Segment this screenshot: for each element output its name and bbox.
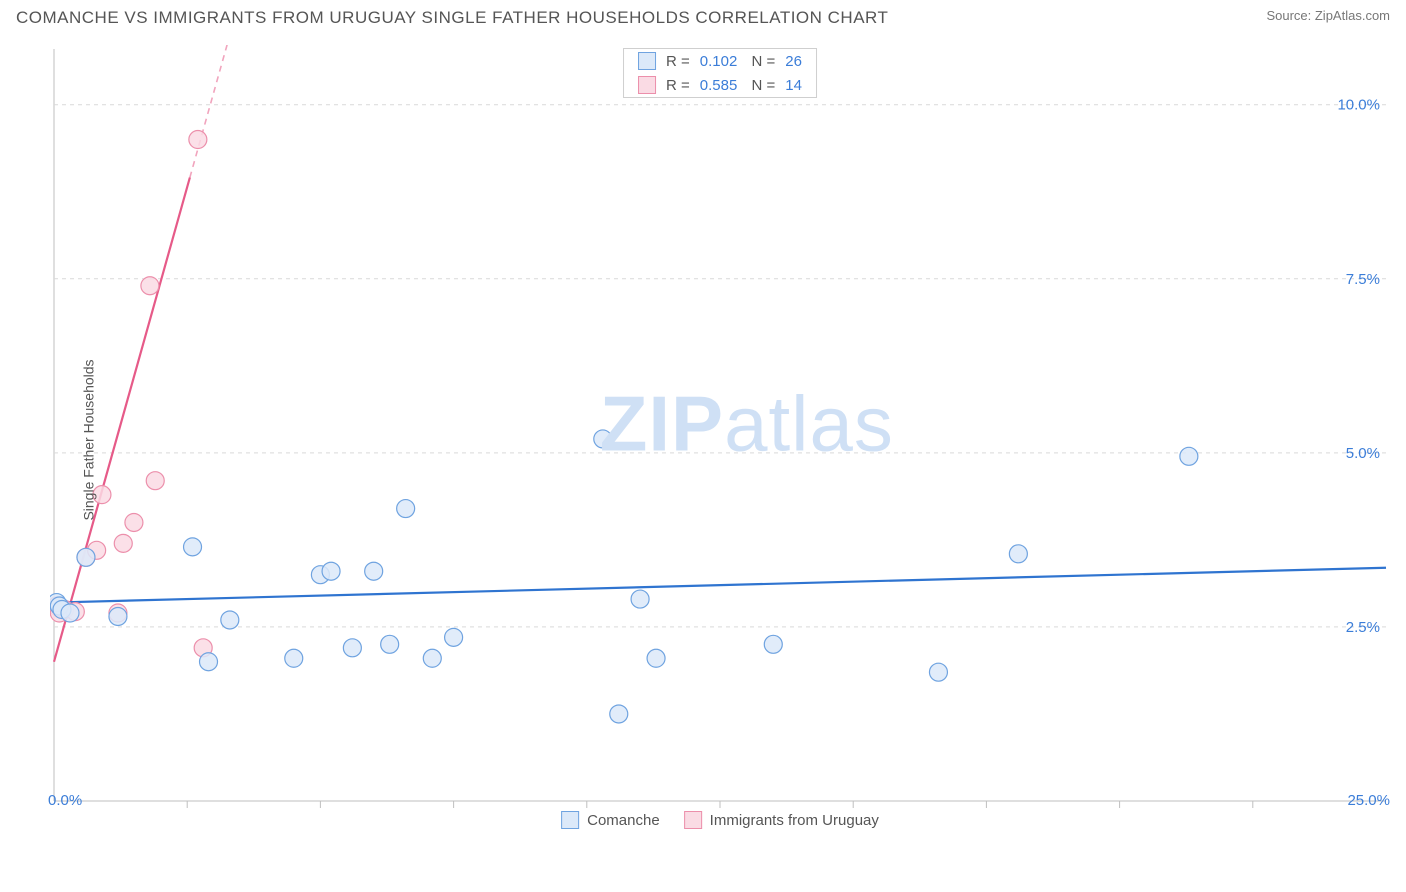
- svg-text:10.0%: 10.0%: [1337, 97, 1380, 114]
- legend-label-comanche: Comanche: [587, 812, 660, 829]
- x-axis-start-label: 0.0%: [48, 792, 82, 809]
- correlation-stats-box: R = 0.102 N = 26 R = 0.585 N = 14: [623, 48, 817, 98]
- chart-area: Single Father Households ZIPatlas 2.5%5.…: [50, 45, 1390, 835]
- r-value-comanche: 0.102: [700, 53, 738, 70]
- n-value-comanche: 26: [785, 53, 802, 70]
- svg-text:7.5%: 7.5%: [1346, 271, 1380, 288]
- x-axis-end-label: 25.0%: [1347, 792, 1390, 809]
- legend-bottom: Comanche Immigrants from Uruguay: [561, 811, 879, 829]
- legend-item-comanche: Comanche: [561, 811, 660, 829]
- svg-text:2.5%: 2.5%: [1346, 619, 1380, 636]
- chart-title: COMANCHE VS IMMIGRANTS FROM URUGUAY SING…: [16, 8, 888, 28]
- y-axis-label: Single Father Households: [81, 359, 97, 520]
- stats-row-comanche: R = 0.102 N = 26: [624, 49, 816, 73]
- chart-source: Source: ZipAtlas.com: [1266, 8, 1390, 28]
- legend-swatch-comanche: [561, 811, 579, 829]
- stats-row-uruguay: R = 0.585 N = 14: [624, 73, 816, 97]
- title-bar: COMANCHE VS IMMIGRANTS FROM URUGUAY SING…: [0, 0, 1406, 32]
- legend-item-uruguay: Immigrants from Uruguay: [684, 811, 879, 829]
- n-value-uruguay: 14: [785, 77, 802, 94]
- legend-swatch-uruguay: [684, 811, 702, 829]
- scatter-chart: 2.5% 5.0% 7.5% 10.0%: [50, 45, 1390, 835]
- svg-text:5.0%: 5.0%: [1346, 445, 1380, 462]
- r-value-uruguay: 0.585: [700, 77, 738, 94]
- swatch-uruguay: [638, 76, 656, 94]
- legend-label-uruguay: Immigrants from Uruguay: [710, 812, 879, 829]
- swatch-comanche: [638, 52, 656, 70]
